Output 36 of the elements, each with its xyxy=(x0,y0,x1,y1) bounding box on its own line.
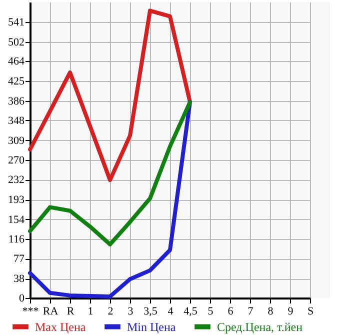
line-series xyxy=(28,100,192,298)
line-series xyxy=(28,8,192,182)
y-tick-label: 309 xyxy=(8,134,25,147)
x-tick-label: 8 xyxy=(268,306,274,318)
x-tick-label: 7 xyxy=(248,306,254,318)
x-tick-label: 4 xyxy=(168,306,174,318)
legend-label: Сред.Цена, т.йен xyxy=(217,320,304,334)
y-tick-label: 154 xyxy=(8,214,25,226)
x-tick-label: 4,5 xyxy=(184,306,198,318)
y-tick-label: 464 xyxy=(8,56,25,68)
x-tick-label: 1 xyxy=(88,306,94,318)
x-tick-label: 6 xyxy=(228,306,234,318)
y-tick-label: 77 xyxy=(14,253,25,266)
x-tick-label: RA xyxy=(42,306,58,318)
y-tick-label: 386 xyxy=(8,96,25,108)
y-tick-label: 38 xyxy=(14,273,25,286)
x-tick-label: 2 xyxy=(108,306,114,318)
y-tick-label: 541 xyxy=(8,16,24,28)
y-tick-label: 193 xyxy=(8,194,25,206)
y-tick-label: 232 xyxy=(8,174,24,186)
x-tick-label: 9 xyxy=(288,306,294,318)
y-tick-label: 502 xyxy=(8,36,24,48)
legend-label: Max Цена xyxy=(35,320,86,334)
x-tick-label: 3 xyxy=(128,306,134,318)
x-tick-label: 3,5 xyxy=(144,306,158,318)
x-tick-label: R xyxy=(66,306,75,318)
legend-label: Min Цена xyxy=(127,320,176,334)
x-tick-label: 5 xyxy=(208,306,214,318)
line-series xyxy=(28,100,192,246)
x-tick-label: S xyxy=(307,306,314,318)
y-tick-label: 348 xyxy=(8,114,25,127)
y-tick-label: 425 xyxy=(8,76,25,88)
x-tick-label: *** xyxy=(22,306,39,318)
y-tick-label: 116 xyxy=(8,233,25,246)
y-tick-label: 270 xyxy=(8,154,25,167)
y-tick-label: 0 xyxy=(19,292,25,304)
